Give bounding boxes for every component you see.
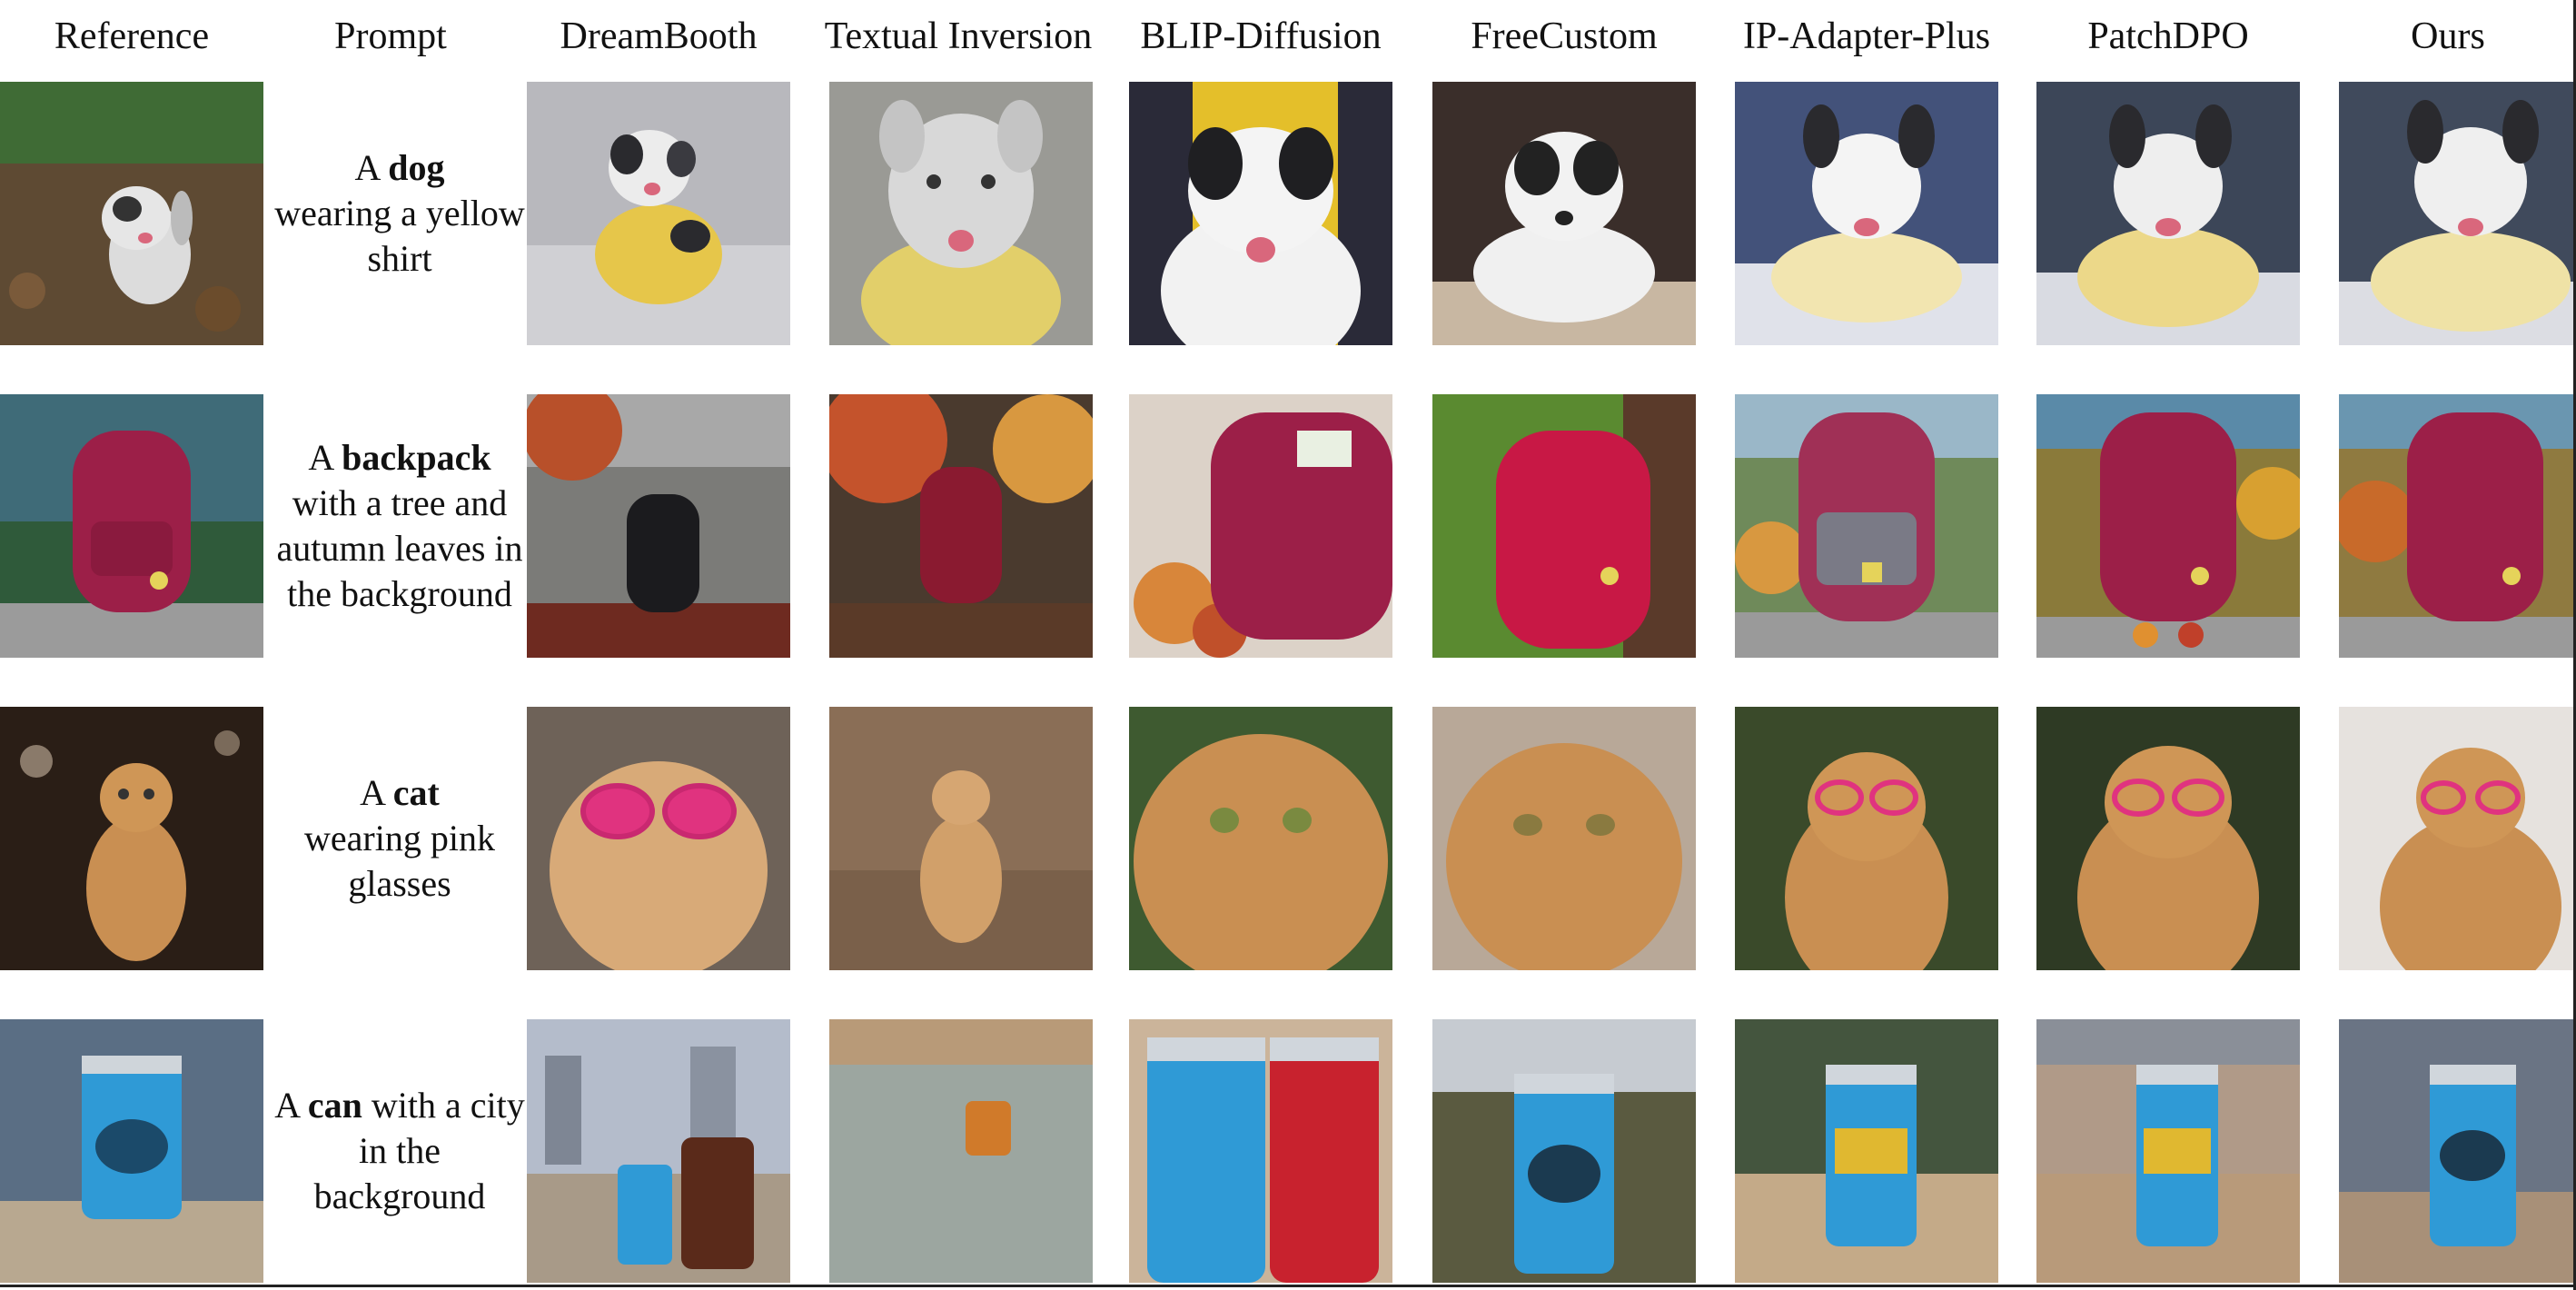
prompt-subject: dog xyxy=(388,147,445,188)
blip-diffusion-backpack-image xyxy=(1129,394,1392,658)
dreambooth-backpack-image xyxy=(527,394,790,658)
header-prompt: Prompt xyxy=(334,15,447,57)
dreambooth-can-image xyxy=(527,1019,790,1283)
reference-cat-image xyxy=(0,707,263,970)
patchdpo-cat-image xyxy=(2036,707,2300,970)
reference-dog-image xyxy=(0,82,263,345)
prompt-row-1: A dog wearing a yellow shirt xyxy=(274,147,525,279)
textual-inversion-dog-image xyxy=(829,82,1093,345)
header-freecustom: FreeCustom xyxy=(1471,15,1658,57)
freecustom-dog-image xyxy=(1432,82,1696,345)
header-reference: Reference xyxy=(54,15,210,57)
ip-adapter-plus-can-image xyxy=(1735,1019,1998,1283)
prompt-row-4: A can with a city in the background xyxy=(274,1085,525,1216)
freecustom-cat-image xyxy=(1432,707,1696,970)
ip-adapter-plus-backpack-image xyxy=(1735,394,1998,658)
prompt-subject: can xyxy=(307,1085,362,1126)
blip-diffusion-dog-image xyxy=(1129,82,1392,345)
bottom-rule xyxy=(0,1285,2576,1287)
header-ip-adapter-plus: IP-Adapter-Plus xyxy=(1742,15,1991,57)
freecustom-backpack-image xyxy=(1432,394,1696,658)
header-patchdpo: PatchDPO xyxy=(2087,15,2249,57)
ours-can-image xyxy=(2339,1019,2576,1283)
header-blip-diffusion: BLIP-Diffusion xyxy=(1140,15,1382,57)
header-dreambooth: DreamBooth xyxy=(560,15,758,57)
prompt-subject: backpack xyxy=(342,437,491,478)
ip-adapter-plus-dog-image xyxy=(1735,82,1998,345)
ip-adapter-plus-cat-image xyxy=(1735,707,1998,970)
patchdpo-dog-image xyxy=(2036,82,2300,345)
dreambooth-cat-image xyxy=(527,707,790,970)
blip-diffusion-cat-image xyxy=(1129,707,1392,970)
reference-backpack-image xyxy=(0,394,263,658)
prompt-row-3: A cat wearing pink glasses xyxy=(304,772,495,904)
freecustom-can-image xyxy=(1432,1019,1696,1283)
prompt-row-2: A backpack with a tree and autumn leaves … xyxy=(276,437,523,614)
dreambooth-dog-image xyxy=(527,82,790,345)
patchdpo-can-image xyxy=(2036,1019,2300,1283)
textual-inversion-backpack-image xyxy=(829,394,1093,658)
ours-cat-image xyxy=(2339,707,2576,970)
ours-backpack-image xyxy=(2339,394,2576,658)
prompt-subject: cat xyxy=(392,772,440,813)
patchdpo-backpack-image xyxy=(2036,394,2300,658)
textual-inversion-can-image xyxy=(829,1019,1093,1283)
header-textual-inversion: Textual Inversion xyxy=(824,15,1093,57)
blip-diffusion-can-image xyxy=(1129,1019,1392,1283)
ours-dog-image xyxy=(2339,82,2576,345)
header-ours: Ours xyxy=(2411,15,2485,57)
reference-can-image xyxy=(0,1019,263,1283)
textual-inversion-cat-image xyxy=(829,707,1093,970)
right-rule xyxy=(2573,0,2576,1290)
